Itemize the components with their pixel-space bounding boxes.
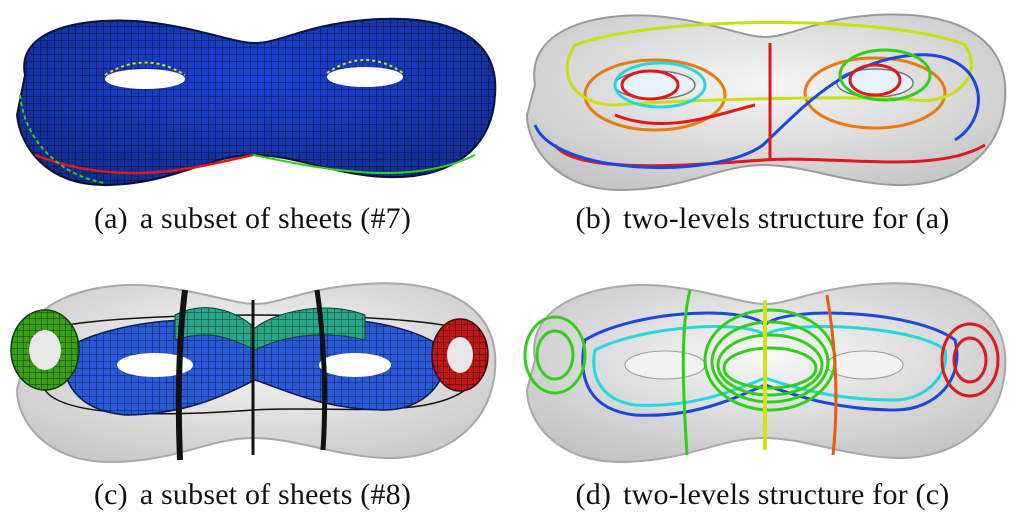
caption-c-label: (c) — [93, 478, 128, 511]
sheets-mesh — [10, 289, 489, 461]
panel-c-image — [5, 270, 500, 470]
caption-a: (a) a subset of sheets (#7) — [5, 202, 500, 236]
panel-b-image — [515, 5, 1010, 200]
caption-d: (d) two-levels structure for (c) — [515, 478, 1010, 512]
caption-a-label: (a) — [93, 202, 128, 235]
structure-curves — [533, 21, 986, 170]
caption-b-label: (b) — [575, 202, 612, 235]
caption-b: (b) two-levels structure for (a) — [515, 202, 1010, 236]
caption-a-text: a subset of sheets (#7) — [139, 202, 412, 235]
panel-a-image — [5, 5, 500, 200]
caption-d-text: two-levels structure for (c) — [623, 478, 950, 511]
panel-d-image — [515, 270, 1010, 470]
caption-d-label: (d) — [575, 478, 612, 511]
caption-c: (c) a subset of sheets (#8) — [5, 478, 500, 512]
double-torus-mesh — [15, 17, 497, 187]
structure-curves — [523, 289, 1000, 456]
caption-b-text: two-levels structure for (a) — [623, 202, 950, 235]
caption-c-text: a subset of sheets (#8) — [139, 478, 412, 511]
